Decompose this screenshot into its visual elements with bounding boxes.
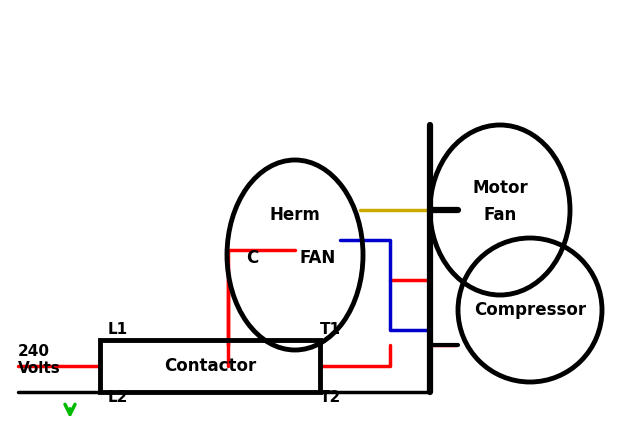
Text: T1: T1 (320, 322, 341, 338)
Text: Fan: Fan (483, 206, 517, 224)
Text: Compressor: Compressor (474, 301, 586, 319)
Text: FAN: FAN (300, 249, 336, 267)
Text: Herm: Herm (269, 206, 320, 224)
Text: L1: L1 (108, 322, 128, 338)
Bar (100, 340, 320, 392)
Text: Motor: Motor (472, 179, 528, 197)
Text: 240
Volts: 240 Volts (18, 344, 61, 376)
Text: C: C (246, 249, 258, 267)
Text: L2: L2 (108, 391, 128, 405)
Text: Contactor: Contactor (164, 357, 256, 375)
Text: T2: T2 (320, 391, 341, 405)
